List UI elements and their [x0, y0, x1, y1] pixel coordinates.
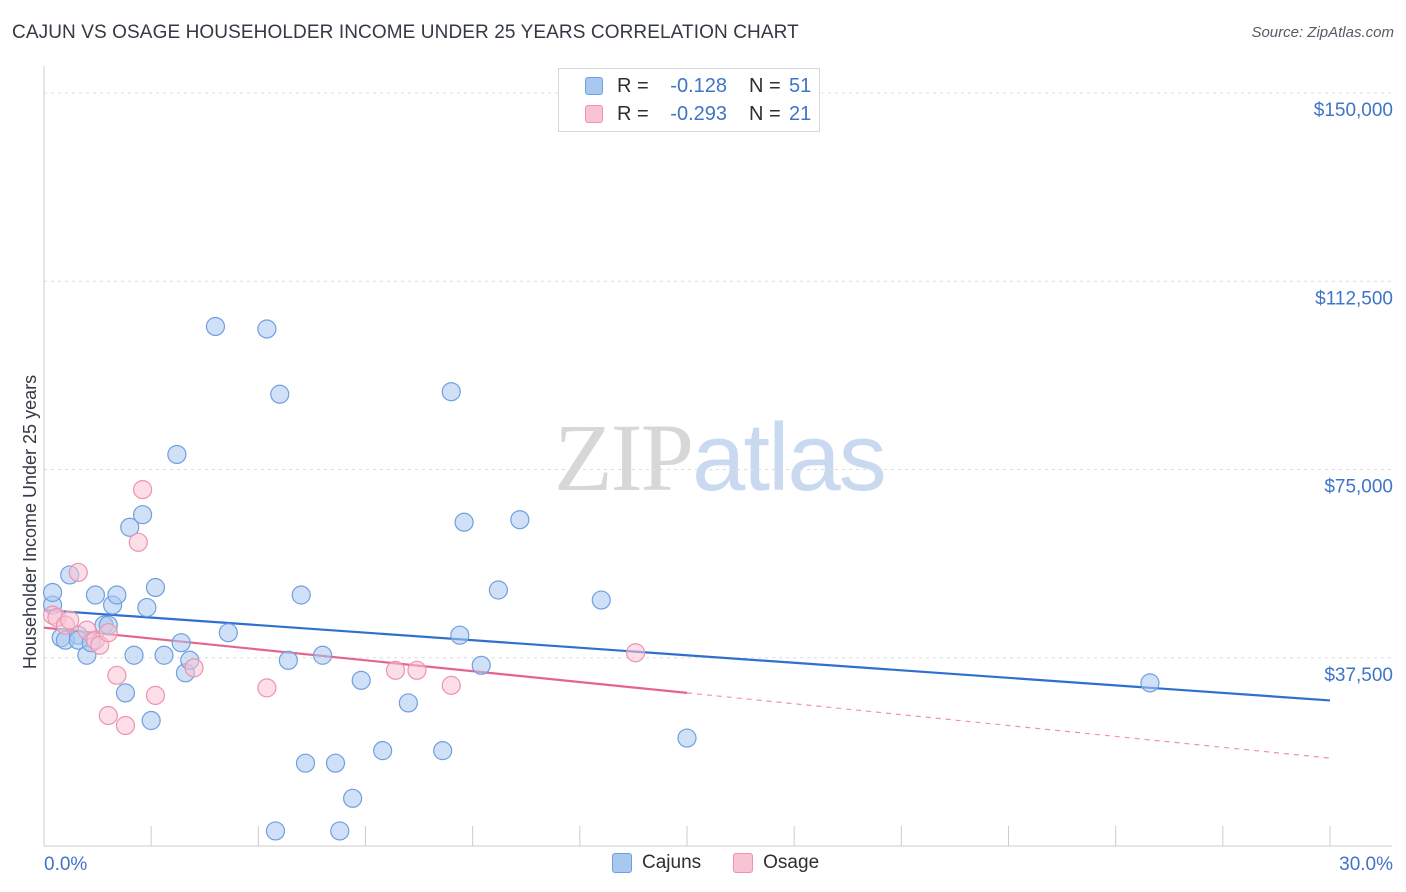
- point-osage: [68, 562, 88, 583]
- point-osage: [257, 678, 277, 698]
- point-cajuns: [278, 650, 298, 670]
- legend-swatch-osage: [585, 105, 603, 123]
- legend-n-value: 51: [789, 74, 812, 97]
- point-cajuns: [154, 645, 174, 665]
- series-legend: Cajuns Osage: [612, 852, 851, 874]
- point-osage: [407, 660, 427, 680]
- point-cajuns: [132, 505, 153, 525]
- point-cajuns: [107, 585, 127, 605]
- legend-r-value: -0.293: [670, 102, 727, 125]
- watermark: ZIPatlas: [554, 402, 887, 513]
- point-cajuns: [270, 384, 290, 404]
- point-cajuns: [205, 316, 226, 337]
- point-cajuns: [591, 590, 611, 610]
- point-cajuns: [441, 382, 461, 402]
- trend-lines: [43, 608, 1331, 759]
- legend-swatch-cajuns: [585, 77, 603, 95]
- point-osage: [128, 532, 148, 552]
- point-cajuns: [398, 693, 418, 713]
- trend-line-osage: [43, 626, 688, 694]
- data-points: [42, 316, 1160, 841]
- x-tick-label: 0.0%: [44, 854, 87, 875]
- point-cajuns: [141, 710, 161, 731]
- grid: [44, 92, 1392, 659]
- series-label-cajuns: Cajuns: [642, 852, 702, 873]
- point-osage: [441, 675, 461, 695]
- point-cajuns: [171, 633, 191, 653]
- point-cajuns: [471, 655, 491, 675]
- series-legend-osage[interactable]: Osage: [733, 852, 819, 874]
- y-tick-label: $37,500: [1324, 665, 1393, 686]
- point-cajuns: [115, 683, 136, 703]
- point-cajuns: [291, 585, 311, 605]
- legend-r-label: R =: [617, 74, 649, 97]
- axis-labels: $37,500 $75,000 $112,500 $150,000 0.0% 30.0% H…: [20, 100, 1393, 875]
- source-label: Source: ZipAtlas.com: [1251, 24, 1394, 41]
- legend-row-osage: R = -0.293 N = 21: [585, 101, 811, 127]
- series-swatch-osage: [733, 853, 754, 873]
- legend-n-value: 21: [789, 102, 812, 125]
- point-cajuns: [145, 577, 166, 598]
- point-cajuns: [85, 585, 106, 605]
- point-osage: [60, 610, 80, 630]
- point-cajuns: [343, 788, 363, 808]
- legend-n-label: N =: [749, 102, 781, 125]
- point-cajuns: [677, 728, 697, 748]
- legend-r-value: -0.128: [670, 74, 727, 97]
- point-cajuns: [120, 517, 140, 537]
- correlation-legend: R = -0.128 N = 51 R = -0.293 N = 21: [558, 68, 820, 132]
- point-osage: [625, 643, 646, 663]
- point-cajuns: [265, 821, 286, 841]
- point-osage: [98, 705, 118, 726]
- point-cajuns: [1140, 673, 1160, 693]
- trend-line-cajuns: [43, 608, 1331, 702]
- point-osage: [385, 660, 406, 680]
- point-osage: [115, 715, 136, 736]
- trend-extension-osage: [686, 692, 1331, 759]
- point-cajuns: [218, 623, 238, 643]
- y-axis-title: Householder Income Under 25 years: [20, 375, 40, 669]
- point-osage: [145, 685, 166, 706]
- point-osage: [98, 623, 118, 643]
- point-cajuns: [257, 319, 277, 339]
- watermark-atlas: atlas: [692, 404, 887, 511]
- series-legend-cajuns[interactable]: Cajuns: [612, 852, 701, 874]
- point-osage: [184, 658, 204, 678]
- y-tick-label: $112,500: [1315, 288, 1393, 309]
- watermark-zip: ZIP: [554, 404, 694, 511]
- x-tick-label: 30.0%: [1339, 854, 1393, 875]
- y-tick-label: $150,000: [1314, 100, 1393, 121]
- point-cajuns: [124, 645, 144, 665]
- point-cajuns: [325, 753, 346, 773]
- point-cajuns: [137, 597, 157, 618]
- point-cajuns: [454, 512, 474, 532]
- point-cajuns: [42, 582, 63, 603]
- y-tick-label: $75,000: [1324, 477, 1393, 498]
- point-osage: [132, 480, 153, 500]
- point-cajuns: [488, 580, 508, 600]
- point-cajuns: [373, 741, 393, 761]
- point-cajuns: [351, 670, 371, 690]
- point-osage: [107, 665, 127, 685]
- legend-n-label: N =: [749, 74, 781, 97]
- series-label-osage: Osage: [763, 852, 820, 873]
- point-cajuns: [510, 510, 530, 530]
- point-cajuns: [450, 625, 470, 645]
- point-cajuns: [167, 444, 187, 465]
- chart-title: CAJUN VS OSAGE HOUSEHOLDER INCOME UNDER …: [12, 22, 799, 43]
- legend-row-cajuns: R = -0.128 N = 51: [585, 73, 811, 99]
- point-cajuns: [313, 645, 333, 665]
- legend-r-label: R =: [617, 102, 649, 125]
- point-cajuns: [295, 753, 316, 773]
- series-swatch-cajuns: [612, 853, 632, 873]
- axes: [43, 66, 1392, 847]
- point-cajuns: [330, 821, 350, 841]
- point-cajuns: [433, 741, 453, 761]
